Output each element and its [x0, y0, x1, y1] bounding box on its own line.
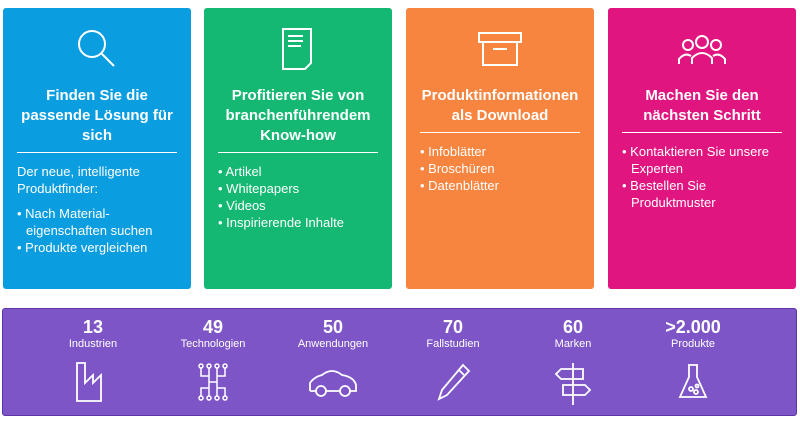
- stat-applications: 50 Anwendungen: [278, 317, 388, 408]
- card-find-solution[interactable]: Finden Sie die passende Lösung für sich …: [3, 8, 191, 289]
- stat-value: 60: [562, 317, 584, 337]
- signpost-icon: [554, 363, 592, 405]
- divider: [622, 132, 782, 133]
- list-item: Produkte vergleichen: [17, 239, 179, 256]
- factory-icon: [76, 362, 102, 402]
- list-item: Inspirierende Inhalte: [218, 214, 380, 231]
- stat-label: Industrien: [68, 338, 118, 350]
- divider: [17, 152, 177, 153]
- list-item: Broschüren: [420, 160, 582, 177]
- card-title: Machen Sie den nächsten Schritt: [643, 87, 761, 124]
- stat-brands: 60 Marken: [518, 317, 628, 410]
- circuit-icon: [198, 363, 228, 401]
- stat-technologies: 49 Technologien: [158, 317, 268, 408]
- card-know-how[interactable]: Profitieren Sie von branchenführendem Kn…: [204, 8, 392, 289]
- card-title: Profitieren Sie von branchenführendem Kn…: [225, 87, 371, 144]
- divider: [218, 152, 378, 153]
- list-item: Infoblätter: [420, 143, 582, 160]
- card-title: Produktinformationen als Download: [421, 87, 579, 124]
- stat-label: Fallstudien: [426, 338, 480, 350]
- stats-bar: 13 Industrien 49 Technologien 50 Anwendu…: [2, 308, 797, 416]
- pen-icon: [437, 363, 471, 401]
- search-icon: [78, 30, 115, 67]
- box-icon: [478, 32, 522, 66]
- document-icon: [282, 28, 312, 70]
- list-item: Videos: [218, 197, 380, 214]
- list-item: Whitepapers: [218, 180, 380, 197]
- stat-label: Marken: [554, 338, 592, 350]
- card-downloads[interactable]: Produktinformationen als Download Infobl…: [406, 8, 594, 289]
- stat-value: 49: [202, 317, 224, 337]
- car-icon: [309, 370, 357, 397]
- stat-case-studies: 70 Fallstudien: [398, 317, 508, 408]
- stat-value: 13: [82, 317, 104, 337]
- flask-icon: [678, 364, 708, 398]
- stat-label: Anwendungen: [297, 338, 369, 350]
- stat-industries: 13 Industrien: [38, 317, 148, 408]
- list-item: Artikel: [218, 163, 380, 180]
- stat-products: >2.000 Produkte: [638, 317, 748, 408]
- stat-value: 70: [442, 317, 464, 337]
- divider: [420, 132, 580, 133]
- stat-label: Technologien: [180, 338, 246, 350]
- stat-value: >2.000: [665, 317, 721, 337]
- list-item: Nach Material-eigenschaften suchen: [17, 205, 179, 239]
- card-title: Finden Sie die passende Lösung für sich: [21, 87, 173, 144]
- people-icon: [678, 35, 726, 64]
- list-item: Kontaktieren Sie unsere Experten: [622, 143, 784, 177]
- stat-value: 50: [322, 317, 344, 337]
- list-item: Datenblätter: [420, 177, 582, 194]
- stat-label: Produkte: [670, 338, 716, 350]
- card-intro: Der neue, intelligente Produktfinder:: [17, 164, 140, 196]
- card-next-step[interactable]: Machen Sie den nächsten Schritt Kontakti…: [608, 8, 796, 289]
- list-item: Bestellen Sie Produktmuster: [622, 177, 784, 211]
